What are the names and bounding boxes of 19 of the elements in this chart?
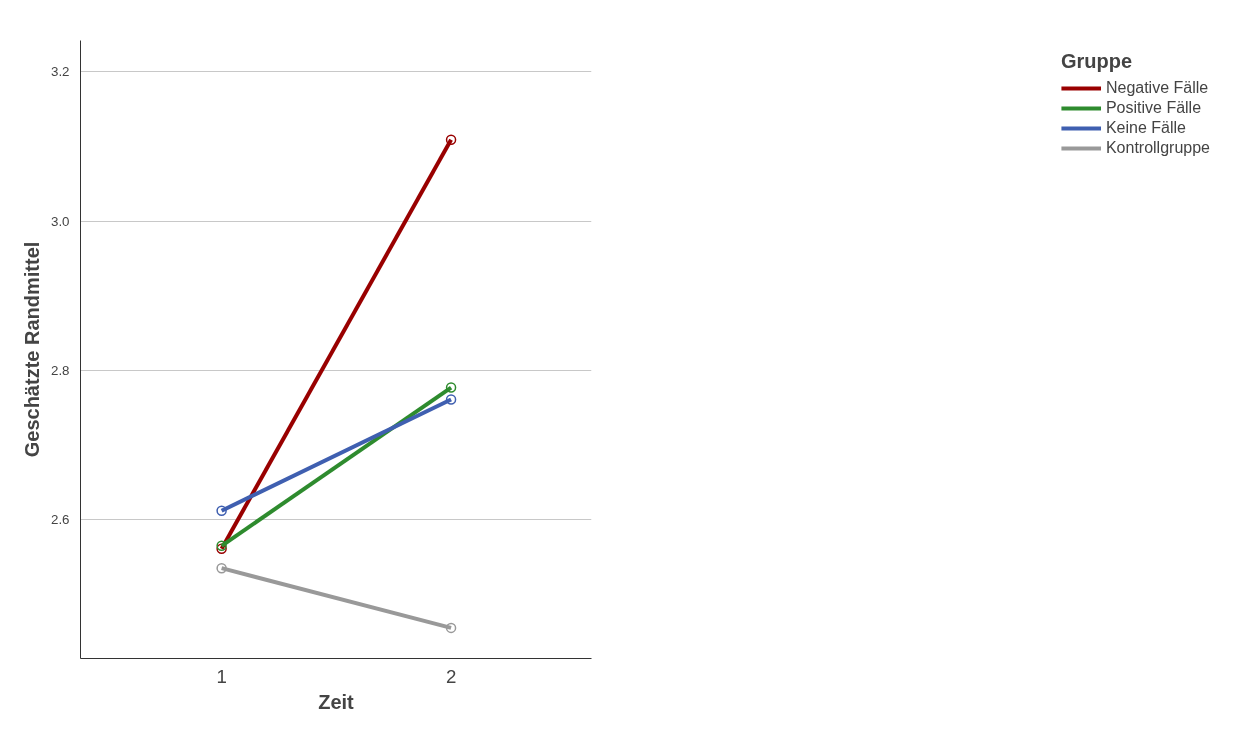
point xyxy=(216,562,227,574)
y-tick-label: 3.2 xyxy=(50,64,70,80)
point xyxy=(445,134,457,146)
y-axis-title: Geschätzte Randmittel xyxy=(20,241,43,458)
x-tick-label: 2 xyxy=(445,665,457,687)
x-axis-title: Zeit xyxy=(318,690,355,713)
x-tick-label: 1 xyxy=(216,665,227,687)
legend-label: Negative Fälle xyxy=(1105,79,1209,97)
point xyxy=(445,382,457,393)
point xyxy=(216,505,227,516)
point xyxy=(445,394,457,405)
legend-title: Gruppe xyxy=(1060,50,1134,73)
point xyxy=(445,622,457,634)
y-tick-label: 3.0 xyxy=(50,213,70,229)
y-tick-label: 2.6 xyxy=(50,512,70,528)
legend-label: Positive Fälle xyxy=(1105,99,1202,117)
y-tick-label: 2.8 xyxy=(50,362,70,378)
legend-label: Keine Fälle xyxy=(1105,119,1186,137)
legend-label: Kontrollgruppe xyxy=(1105,139,1210,157)
